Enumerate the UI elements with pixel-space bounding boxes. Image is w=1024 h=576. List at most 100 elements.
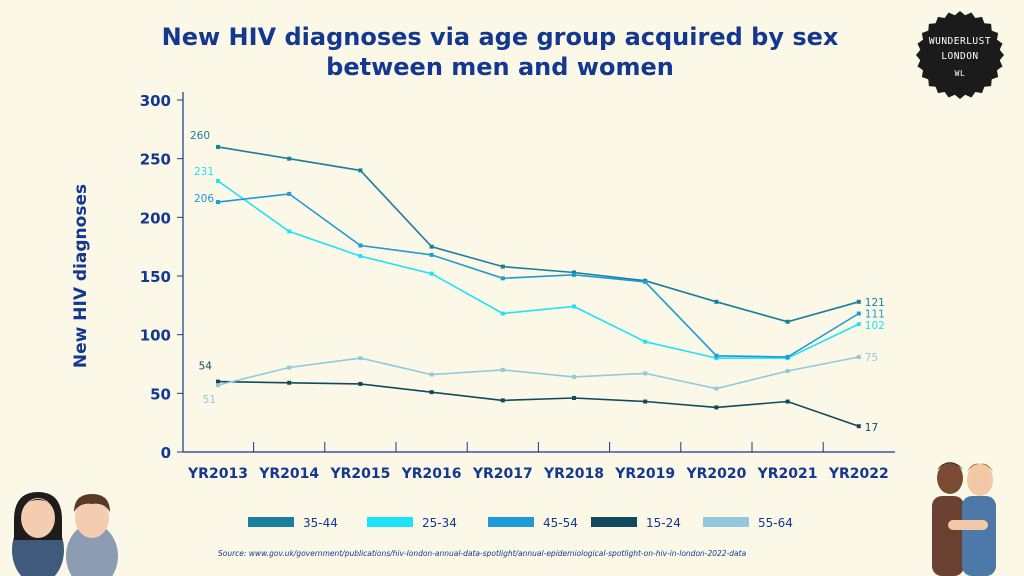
data-point	[856, 322, 861, 327]
chart-title: New HIV diagnoses via age group acquired…	[161, 23, 839, 81]
series-35-44: 260 121	[190, 130, 885, 324]
data-point	[643, 399, 648, 404]
data-point	[216, 379, 220, 384]
y-tick-label: 100	[140, 327, 171, 345]
data-point	[216, 144, 220, 149]
data-point	[358, 381, 363, 386]
data-point	[500, 264, 505, 269]
x-tick-label: YR2022	[828, 466, 889, 482]
legend-label: 25-34	[422, 516, 457, 530]
x-tick-label: YR2016	[401, 466, 462, 482]
data-point	[785, 354, 790, 359]
series-45-54: 206 111	[194, 191, 885, 359]
x-tick-label: YR2021	[757, 466, 818, 482]
series-line	[217, 146, 860, 323]
data-point	[856, 299, 861, 304]
data-point	[287, 380, 292, 385]
y-tick-label: 200	[140, 209, 171, 227]
series-15-24: 54 17	[199, 361, 879, 435]
data-point	[287, 191, 292, 196]
series-55-64: 51 75	[203, 352, 879, 406]
data-point	[500, 367, 505, 372]
x-tick-label: YR2019	[614, 466, 675, 482]
x-tick-label: YR2013	[187, 466, 248, 482]
data-point	[643, 371, 648, 376]
people-illustration-left-icon	[12, 492, 118, 576]
legend-label: 55-64	[758, 516, 793, 530]
data-point	[856, 354, 861, 359]
data-point	[358, 356, 363, 361]
legend-swatch	[488, 517, 534, 527]
series-line	[217, 180, 860, 359]
source-note: Source: www.gov.uk/government/publicatio…	[218, 549, 747, 558]
data-point	[358, 254, 363, 259]
data-label: 17	[865, 422, 878, 434]
data-point	[714, 356, 719, 361]
data-point	[429, 244, 434, 249]
legend-swatch	[703, 517, 749, 527]
data-point	[500, 398, 505, 403]
data-label: 54	[199, 361, 213, 373]
logo-badge-icon	[916, 11, 1004, 99]
data-point	[216, 200, 220, 205]
data-point	[287, 229, 292, 234]
legend-item-25-34: 25-34	[367, 516, 457, 530]
legend-swatch	[367, 517, 413, 527]
legend-label: 45-54	[543, 516, 578, 530]
data-label: 51	[203, 394, 216, 406]
data-label: 260	[190, 130, 210, 142]
y-tick-label: 150	[140, 268, 171, 286]
y-tick-label: 0	[161, 444, 171, 462]
data-point	[358, 168, 363, 173]
data-point	[572, 396, 576, 401]
y-axis-label: New HIV diagnoses	[71, 184, 91, 368]
legend-item-45-54: 45-54	[488, 516, 578, 530]
data-point	[785, 399, 790, 404]
legend-label: 15-24	[646, 516, 681, 530]
data-point	[500, 311, 505, 316]
data-point	[643, 339, 648, 344]
series-line	[217, 356, 859, 390]
data-point	[429, 271, 434, 276]
x-tick-label: YR2020	[685, 466, 746, 482]
legend-item-55-64: 55-64	[703, 516, 793, 530]
data-point	[429, 252, 434, 257]
legend-item-15-24: 15-24	[591, 516, 681, 530]
data-label: 102	[865, 320, 885, 332]
y-tick-label: 300	[140, 92, 171, 110]
x-tick-label: YR2015	[329, 466, 390, 482]
data-point	[572, 304, 576, 309]
data-point	[714, 353, 719, 358]
legend-item-35-44: 35-44	[248, 516, 338, 530]
data-point	[714, 299, 719, 304]
x-tick-label: YR2018	[543, 466, 604, 482]
logo-line-2: LONDON	[941, 51, 979, 62]
logo-line-3: WL	[954, 69, 966, 78]
data-point	[429, 390, 434, 395]
data-point	[714, 386, 719, 391]
data-point	[287, 156, 292, 161]
y-tick-label: 250	[140, 151, 171, 169]
data-point	[785, 369, 790, 374]
data-point	[429, 372, 434, 377]
data-point	[216, 383, 220, 388]
legend-swatch	[591, 517, 637, 527]
data-point	[216, 178, 220, 183]
data-point	[358, 243, 363, 248]
data-point	[500, 276, 505, 281]
data-point	[856, 424, 861, 429]
series-line	[217, 193, 860, 358]
logo-line-1: WUNDERLUST	[928, 36, 992, 47]
legend-swatch	[248, 517, 294, 527]
y-tick-label: 50	[150, 385, 171, 403]
logo: WUNDERLUST LONDON WL	[918, 34, 1002, 81]
data-point	[572, 270, 576, 275]
data-point	[785, 319, 790, 324]
data-point	[572, 374, 576, 379]
data-label: 206	[194, 193, 214, 205]
data-label: 231	[194, 166, 214, 178]
data-point	[714, 405, 719, 410]
data-point	[572, 272, 576, 277]
legend-label: 35-44	[303, 516, 338, 530]
data-label: 111	[865, 309, 885, 321]
